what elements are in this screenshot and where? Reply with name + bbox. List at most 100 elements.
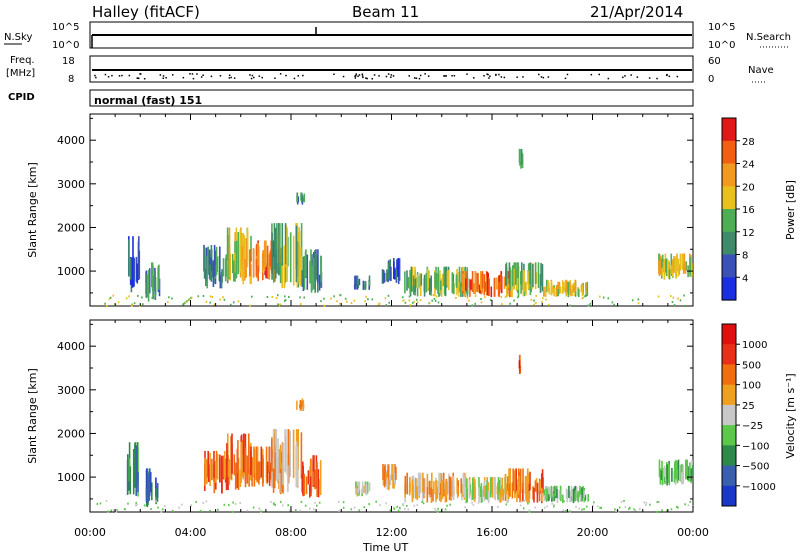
echo-region — [505, 262, 544, 298]
nave-dot — [390, 76, 392, 78]
echo-bar — [354, 487, 357, 495]
nave-dot — [415, 77, 418, 79]
scatter-point — [522, 507, 525, 510]
x-tick-label: 12:00 — [376, 526, 408, 539]
echo-bar — [440, 278, 443, 297]
echo-bar — [283, 245, 286, 289]
scatter-point — [99, 502, 102, 505]
nave-dot — [607, 77, 610, 80]
nave-dot — [542, 76, 545, 79]
echo-bar — [387, 262, 390, 279]
echo-bar — [550, 485, 553, 499]
scatter-point — [183, 302, 185, 305]
nave-dot — [279, 73, 282, 75]
echo-region — [271, 429, 303, 495]
echo-bar — [416, 478, 418, 492]
echo-region — [382, 464, 397, 491]
x-tick-label: 04:00 — [175, 526, 207, 539]
nave-dot — [250, 77, 253, 80]
echo-bar — [432, 489, 434, 502]
echo-bar — [226, 443, 228, 490]
echo-bar — [429, 278, 431, 295]
echo-bar — [503, 276, 506, 289]
echo-bar — [516, 263, 519, 293]
nave-dot — [253, 76, 255, 79]
scatter-point — [551, 502, 553, 505]
echo-bar — [265, 240, 267, 267]
scatter-point — [117, 301, 120, 304]
nave-dot — [453, 75, 456, 77]
echo-bar — [530, 278, 532, 292]
echo-bar — [365, 484, 368, 496]
scatter-point — [105, 499, 108, 502]
echo-bar — [213, 450, 215, 478]
nave-dot — [547, 76, 550, 78]
nave-dot — [365, 77, 367, 79]
nave-dot — [285, 74, 287, 77]
echo-bar — [466, 271, 468, 288]
echo-bar — [287, 465, 289, 493]
echo-bar — [395, 466, 397, 480]
echo-bar — [286, 429, 288, 476]
scatter-point — [607, 297, 610, 300]
echo-bar — [581, 284, 584, 297]
nave-dot — [233, 77, 236, 79]
echo-bar — [129, 258, 132, 280]
scatter-point — [620, 500, 623, 503]
echo-bar — [233, 252, 236, 273]
scatter-point — [388, 301, 390, 304]
freq-tick-bottom: 8 — [68, 74, 74, 85]
scatter-point — [658, 500, 660, 503]
nave-dot — [648, 77, 651, 79]
colorbar-tick-label: 20 — [742, 182, 755, 193]
nave-dot — [165, 77, 167, 79]
scatter-point — [287, 504, 289, 507]
echo-bar — [544, 286, 547, 297]
echo-bar — [273, 466, 276, 489]
echo-bar — [677, 258, 680, 277]
scatter-point — [575, 505, 577, 508]
echo-bar — [470, 280, 472, 290]
echo-bar — [519, 480, 521, 503]
scatter-point — [671, 301, 674, 304]
echo-bar — [536, 489, 539, 503]
echo-bar — [474, 271, 477, 295]
echo-bar — [228, 245, 231, 278]
cpid-value: normal (fast) 151 — [94, 94, 202, 107]
nsearch-tick-bottom: 10^0 — [708, 40, 735, 51]
scatter-point — [344, 297, 347, 300]
echo-bar — [671, 468, 673, 482]
nave-dot — [483, 75, 485, 77]
echo-bar — [303, 193, 306, 203]
nave-dot — [297, 75, 299, 77]
scatter-point — [350, 302, 353, 304]
y-tick-label: 4000 — [57, 134, 85, 147]
echo-bar — [231, 433, 233, 474]
scatter-point — [428, 301, 431, 304]
echo-bar — [224, 459, 227, 479]
nave-dot — [373, 74, 376, 76]
echo-bar — [545, 486, 547, 501]
echo-bar — [452, 283, 455, 295]
colorbar-segment — [722, 118, 736, 142]
scatter-point — [217, 508, 219, 511]
echo-bar — [431, 472, 433, 492]
echo-bar — [256, 446, 259, 478]
scatter-point — [392, 506, 395, 509]
scatter-point — [234, 502, 237, 505]
echo-bar — [300, 400, 302, 410]
echo-bar — [410, 266, 413, 291]
nave-dot — [219, 75, 222, 77]
scatter-point — [330, 297, 332, 300]
echo-bar — [411, 479, 414, 503]
scatter-point — [412, 301, 414, 304]
scatter-point — [613, 303, 615, 306]
scatter-point — [113, 509, 115, 512]
echo-bar — [235, 240, 238, 278]
scatter-point — [434, 507, 436, 510]
echo-bar — [310, 459, 313, 493]
scatter-point — [437, 507, 439, 510]
scatter-point — [401, 296, 404, 299]
echo-bar — [364, 485, 367, 494]
scatter-point — [406, 504, 408, 507]
